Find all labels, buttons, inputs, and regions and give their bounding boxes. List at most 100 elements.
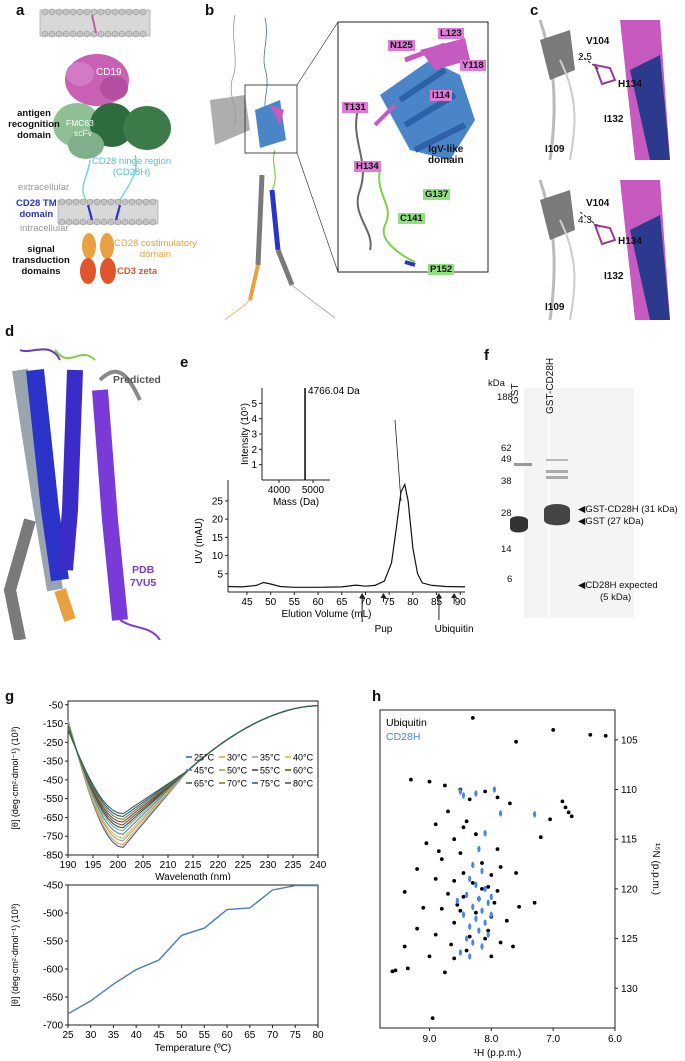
h-peak-ubiquitin bbox=[498, 940, 503, 945]
residue-c141: C141 bbox=[398, 213, 425, 224]
g1-series-line bbox=[67, 705, 319, 818]
g2-xtick-label: 80 bbox=[312, 1030, 324, 1041]
e-inset-xlabel: Mass (Da) bbox=[273, 497, 319, 508]
h-peak-ubiquitin bbox=[433, 822, 438, 827]
h-xtick-label: 9.0 bbox=[423, 1034, 437, 1045]
g1-series-line bbox=[67, 705, 319, 820]
h-peak-ubiquitin bbox=[486, 885, 491, 889]
h-peak-ubiquitin bbox=[504, 918, 509, 923]
e-xtick-label: 90 bbox=[455, 597, 467, 608]
h-peak-ubiquitin bbox=[452, 956, 457, 961]
h-peak-cd28h bbox=[458, 949, 462, 956]
e-marker-arrow bbox=[435, 593, 442, 598]
h-peak-ubiquitin bbox=[498, 865, 503, 869]
hinge-label: CD28 hinge region (CD28H) bbox=[92, 156, 171, 178]
h-peak-cd28h bbox=[465, 891, 469, 898]
c-bottom-h134: H134 bbox=[618, 236, 642, 247]
h-peak-cd28h bbox=[483, 919, 487, 926]
g1-legend-label: 25°C bbox=[194, 753, 215, 763]
e-inset-ytick-label: 1 bbox=[251, 460, 257, 471]
g2-ytick-label: -650 bbox=[43, 993, 63, 1004]
g2-ytick-label: -500 bbox=[43, 909, 63, 920]
h-peak-cd28h bbox=[458, 788, 462, 795]
tm-label: CD28 TM domain bbox=[16, 198, 57, 220]
h-peak-cd28h bbox=[471, 903, 475, 910]
panel-label-c: c bbox=[530, 2, 539, 19]
g2-xtick-label: 75 bbox=[290, 1030, 302, 1041]
h-peak-ubiquitin bbox=[489, 873, 494, 877]
e-xtick-label: 80 bbox=[407, 597, 419, 608]
e-marker-name: Ubiquitin bbox=[435, 624, 474, 635]
igv-line1: IgV-like bbox=[428, 144, 464, 155]
chart-h-hsqc: 9.0 8.0 7.0 6.0 105 110 115 120 125 130 ¹H (p.p.m.… bbox=[379, 709, 661, 1059]
h-peak-ubiquitin bbox=[548, 817, 552, 822]
h-peak-ubiquitin bbox=[483, 789, 487, 794]
cd19-protein bbox=[65, 54, 129, 106]
g1-xlabel: Wavelength (nm) bbox=[155, 872, 231, 880]
pdb-line1: PDB bbox=[132, 564, 155, 576]
h-ylabel: ¹⁵N (p.p.m.) bbox=[650, 843, 661, 895]
h-legend-cd28h: CD28H bbox=[386, 731, 420, 743]
h-peak-ubiquitin bbox=[511, 944, 515, 949]
annot-cd28h-text: CD28H expected bbox=[585, 580, 658, 591]
g1-xtick-label: 240 bbox=[310, 860, 327, 871]
intracellular-label: intracellular bbox=[20, 223, 69, 234]
g1-legend-label: 40°C bbox=[293, 753, 314, 763]
g1-ytick-label: -150 bbox=[43, 719, 63, 730]
g2-xtick-label: 35 bbox=[108, 1030, 120, 1041]
igv-line2: domain bbox=[428, 155, 464, 166]
costim-line1: CD28 costimulatory bbox=[114, 238, 197, 249]
panel-label-h: h bbox=[372, 688, 382, 705]
h-peak-cd28h bbox=[471, 861, 475, 869]
g2-ylabel: [θ] (deg·cm²·dmol⁻¹) (10³) bbox=[10, 903, 20, 1006]
g2-xtick-label: 30 bbox=[85, 1030, 97, 1041]
panel-label-a: a bbox=[16, 2, 25, 19]
c-top-i132: I132 bbox=[604, 114, 624, 125]
h-peak-ubiquitin bbox=[467, 934, 472, 939]
e-marker-name: Pup bbox=[375, 624, 393, 635]
h-peak-ubiquitin bbox=[430, 1016, 435, 1020]
e-xtick-label: 75 bbox=[384, 597, 396, 608]
e-marker-arrow bbox=[451, 593, 458, 598]
g2-xlabel: Temperature (ºC) bbox=[155, 1043, 231, 1054]
residue-h134: H134 bbox=[354, 161, 381, 172]
costim-line2: domain bbox=[139, 249, 172, 260]
h-peak-ubiquitin bbox=[436, 849, 441, 853]
e-xtick-label: 55 bbox=[289, 597, 301, 608]
g1-xtick-label: 225 bbox=[235, 860, 252, 871]
h-peak-ubiquitin bbox=[446, 891, 450, 896]
lane-label-gst-cd28h: GST-CD28H bbox=[545, 357, 556, 414]
pdb-line2: 7VU5 bbox=[130, 577, 157, 589]
h-peak-ubiquitin bbox=[588, 732, 593, 737]
h-peak-ubiquitin bbox=[424, 841, 429, 846]
antigen-domain-label: antigen recognition domain bbox=[6, 108, 62, 141]
h-peak-ubiquitin bbox=[480, 861, 484, 865]
gel-annot-gst-cd28h: ◀GST-CD28H (31 kDa) bbox=[578, 504, 678, 515]
h-peak-cd28h bbox=[455, 897, 459, 904]
scfv-line: scFv bbox=[74, 128, 92, 138]
e-ytick-label: 25 bbox=[212, 496, 224, 507]
h-peak-ubiquitin bbox=[443, 783, 447, 788]
panel-c-bottom bbox=[538, 179, 670, 321]
panel-c-figure bbox=[538, 19, 670, 321]
g2-xtick-label: 45 bbox=[153, 1030, 165, 1041]
g1-ytick-label: -450 bbox=[43, 775, 63, 786]
panel-label-e: e bbox=[180, 354, 189, 371]
cd3-label: CD3 zeta bbox=[117, 266, 158, 277]
e-marker-arrow bbox=[359, 593, 366, 598]
full-model bbox=[210, 14, 339, 320]
h-peak-ubiquitin bbox=[455, 902, 460, 907]
h-peak-ubiquitin bbox=[563, 805, 568, 810]
gel-background bbox=[524, 388, 634, 618]
g1-legend-label: 45°C bbox=[194, 766, 215, 776]
h-peak-ubiquitin bbox=[461, 871, 466, 875]
top-membrane bbox=[39, 8, 151, 38]
h-peak-ubiquitin bbox=[464, 819, 469, 824]
h-legend-ubiquitin: Ubiquitin bbox=[386, 717, 427, 729]
c-top-h134: H134 bbox=[618, 79, 642, 90]
h-peak-cd28h bbox=[480, 907, 484, 914]
h-peak-ubiquitin bbox=[480, 887, 484, 891]
g2-melt-line bbox=[67, 884, 318, 1015]
panel-label-f: f bbox=[484, 347, 489, 364]
